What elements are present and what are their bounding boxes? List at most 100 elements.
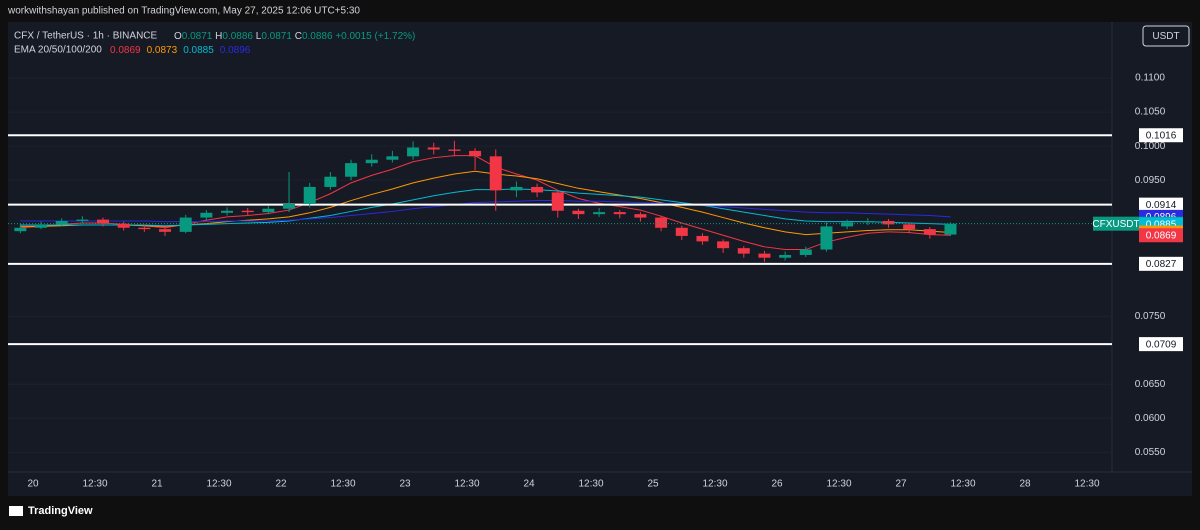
chart-pane [8, 22, 1192, 496]
candle-body [324, 176, 337, 187]
x-tick-label: 25 [647, 479, 659, 490]
ema-value: 0.0873 [147, 45, 178, 56]
candle-body [386, 156, 399, 160]
x-tick-label: 12:30 [206, 479, 231, 490]
ema-values: 0.0869 0.0873 0.0885 0.0896 [110, 45, 251, 56]
candle-body [489, 156, 502, 191]
ema-label: EMA 20/50/100/200 [14, 45, 102, 56]
candle-body [117, 223, 130, 228]
candle-body [283, 203, 296, 209]
level-tag [1139, 197, 1183, 212]
change: +0.0015 (+1.72%) [335, 31, 415, 42]
x-tick-label: 27 [895, 479, 907, 490]
x-tick-label: 12:30 [1074, 479, 1099, 490]
candle-body [14, 227, 27, 232]
candle-body [944, 223, 957, 235]
y-tick-label: 0.0600 [1135, 413, 1166, 424]
symbol: CFX / TetherUS · 1h · BINANCE [14, 31, 158, 42]
candle-body [923, 229, 936, 235]
candle-body [820, 226, 833, 250]
x-tick-label: 12:30 [330, 479, 355, 490]
candle-body [861, 220, 874, 223]
candle-body [241, 210, 254, 213]
x-tick-label: 12:30 [578, 479, 603, 490]
candle-body [159, 229, 172, 232]
ema-line [20, 200, 951, 223]
x-tick-label: 12:30 [454, 479, 479, 490]
candle-body [758, 253, 771, 258]
candle-body [427, 147, 440, 150]
candle-body [35, 224, 48, 228]
candle-body [221, 210, 234, 213]
candle-body [55, 220, 68, 225]
y-tick-label: 0.0950 [1135, 175, 1166, 186]
candle-body [200, 212, 213, 218]
y-tick-label: 0.1100 [1135, 73, 1165, 84]
candle-body [531, 186, 544, 193]
ohlc-value: 0.0886 [222, 31, 253, 42]
ema-value: 0.0869 [110, 45, 141, 56]
x-tick-label: 23 [399, 479, 411, 490]
candle-body [97, 219, 110, 224]
y-tick-label: 0.1050 [1135, 107, 1166, 118]
x-tick-label: 12:30 [826, 479, 851, 490]
candle-body [799, 249, 812, 255]
ema-line [20, 188, 951, 227]
x-tick-label: 12:30 [702, 479, 727, 490]
candle-body [779, 254, 792, 258]
ohlc-key: C [295, 31, 302, 42]
level-tag-label: 0.1016 [1146, 130, 1177, 141]
candle-body [303, 186, 316, 204]
level-tag-label: 0.0914 [1146, 200, 1177, 211]
x-tick-label: 28 [1019, 479, 1031, 490]
candle-body [593, 212, 606, 215]
candle-body [675, 227, 688, 236]
x-tick-label: 21 [151, 479, 163, 490]
level-tag-label: 0.0709 [1146, 339, 1177, 350]
candle-body [737, 248, 750, 254]
x-tick-label: 22 [275, 479, 287, 490]
x-tick-label: 26 [771, 479, 783, 490]
ohlc-key: O [174, 31, 182, 42]
level-tag [1139, 128, 1183, 143]
brand-logo [9, 506, 23, 516]
level-tag [1139, 337, 1183, 352]
candle-body [696, 235, 709, 242]
currency-button[interactable] [1142, 25, 1190, 47]
ohlc-key: H [215, 31, 222, 42]
candle-body [365, 159, 378, 164]
level-tag-label: 0.0827 [1146, 259, 1177, 270]
ohlc-value: 0.0886 [302, 31, 333, 42]
candle-body [717, 241, 730, 249]
ohlc-key: L [256, 31, 262, 42]
candle-body [138, 227, 151, 230]
candle-body [903, 224, 916, 230]
candle-body [613, 212, 626, 215]
candle-body [179, 217, 192, 232]
x-tick-label: 20 [27, 479, 39, 490]
candle-body [76, 219, 89, 221]
candle-body [448, 149, 461, 151]
candle-body [345, 163, 358, 177]
candle-body [634, 214, 647, 218]
ema-value: 0.0896 [220, 45, 251, 56]
candle-body [841, 222, 854, 227]
price-tag-label: 0.0885 [1146, 220, 1177, 231]
level-tag [1139, 256, 1183, 271]
y-tick-label: 0.0550 [1135, 447, 1166, 458]
y-tick-label: 0.0750 [1135, 311, 1166, 322]
ohlc-value: 0.0871 [261, 31, 292, 42]
symbol-tag-label: CFXUSDT [1092, 219, 1139, 230]
candle-body [407, 147, 420, 157]
ohlc-value: 0.0871 [182, 31, 213, 42]
x-tick-label: 24 [523, 479, 535, 490]
x-tick-label: 12:30 [82, 479, 107, 490]
currency-label[interactable]: USDT [1152, 31, 1179, 42]
ohlc-row: O0.0871 H0.0886 L0.0871 C0.0886 +0.0015 … [174, 31, 415, 42]
price-tag-label: 0.0869 [1146, 230, 1177, 241]
price-tag [1139, 228, 1183, 243]
candle-body [572, 210, 585, 215]
candle-body [262, 208, 275, 213]
